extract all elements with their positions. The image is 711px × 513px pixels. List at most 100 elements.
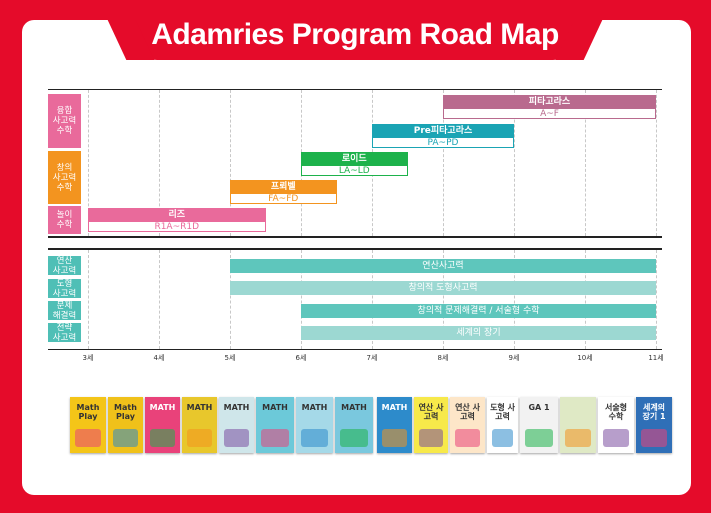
program-bar: 피타고라스 A~F (443, 95, 656, 119)
category-label: 놀이 수학 (48, 206, 81, 234)
book-cover: MATH (296, 397, 333, 453)
book-title: MATH (262, 403, 288, 412)
axis-tick-label: 4세 (153, 354, 165, 362)
category-label: 융합 사고력 수학 (48, 94, 81, 148)
page-title: Adamries Program Road Map (151, 18, 559, 51)
program-levels: FA~FD (230, 194, 337, 204)
skill-bar: 창의적 도형사고력 (230, 281, 656, 295)
skill-bar: 세계의 장기 (301, 326, 656, 340)
grid-line (514, 250, 515, 349)
book-title: 서술형 수학 (604, 403, 628, 421)
grid-line (443, 90, 444, 236)
book-title: Math Play (76, 403, 100, 421)
axis-tick-label: 11세 (648, 354, 664, 362)
grid-line (230, 90, 231, 236)
program-name: 피타고라스 (443, 95, 656, 109)
program-name: 로이드 (301, 152, 408, 166)
axis-tick-label: 9세 (508, 354, 520, 362)
grid-line (443, 250, 444, 349)
axis-tick-label: 10세 (577, 354, 593, 362)
book-cover: MATH (377, 397, 412, 453)
program-levels: R1A~R1D (88, 222, 266, 232)
book-illustration (340, 429, 368, 447)
grid-line (159, 90, 160, 236)
book-cover: Math Play (108, 397, 143, 453)
axis-tick-label: 3세 (82, 354, 94, 362)
program-name: 리즈 (88, 208, 266, 222)
category-label: 연산 사고력 (48, 256, 81, 276)
book-illustration (224, 429, 249, 447)
title-banner: Adamries Program Road Map (135, 10, 575, 60)
grid-line (585, 250, 586, 349)
book-cover: 도형 사고력 (487, 397, 518, 453)
book-cover: 연산 사고력 (450, 397, 485, 453)
book-cover: MATH (335, 397, 373, 453)
book-title: 도형 사고력 (490, 403, 515, 421)
program-levels: LA~LD (301, 166, 408, 176)
program-bar: 프뢰벨 FA~FD (230, 180, 337, 204)
axis-tick-label: 6세 (295, 354, 307, 362)
book-title: Math Play (114, 403, 137, 421)
grid-line (88, 250, 89, 349)
book-cover: MATH (219, 397, 254, 453)
separator-line (48, 349, 662, 350)
category-label: 창의 사고력 수학 (48, 151, 81, 204)
grid-line (159, 250, 160, 349)
book-illustration (261, 429, 289, 447)
category-label: 문제 해결력 (48, 301, 81, 321)
book-title: MATH (223, 403, 250, 412)
book-title: 연산 사고력 (455, 403, 480, 421)
book-illustration (301, 429, 328, 447)
book-title: MATH (301, 403, 328, 412)
skill-bar: 연산사고력 (230, 259, 656, 273)
separator-line (48, 236, 662, 238)
book-illustration (455, 429, 480, 447)
category-label: 도형 사고력 (48, 279, 81, 299)
book-title: MATH (149, 403, 176, 412)
grid-line (301, 250, 302, 349)
book-cover: 서술형 수학 (598, 397, 634, 453)
book-cover: Math Play (70, 397, 106, 453)
book-illustration (565, 429, 591, 447)
book-title: 세계의 장기 1 (642, 403, 666, 421)
grid-line (372, 250, 373, 349)
book-illustration (419, 429, 443, 447)
grid-line (230, 250, 231, 349)
grid-line (88, 90, 89, 236)
book-cover: MATH (256, 397, 294, 453)
grid-line (585, 90, 586, 236)
axis-tick-label: 8세 (437, 354, 449, 362)
axis-tick-label: 5세 (224, 354, 236, 362)
book-illustration (525, 429, 553, 447)
book-illustration (603, 429, 629, 447)
book-illustration (641, 429, 667, 447)
separator-line (48, 89, 662, 90)
grid-line (656, 250, 657, 349)
program-name: Pre피타고라스 (372, 124, 514, 138)
book-cover: GA 1 (520, 397, 558, 453)
book-illustration (75, 429, 101, 447)
book-title: GA 1 (528, 403, 550, 412)
program-bar: 리즈 R1A~R1D (88, 208, 266, 232)
book-title: MATH (341, 403, 367, 412)
book-title: MATH (381, 403, 408, 412)
program-bar: 로이드 LA~LD (301, 152, 408, 176)
book-illustration (113, 429, 138, 447)
program-name: 프뢰벨 (230, 180, 337, 194)
book-cover: MATH (182, 397, 217, 453)
book-illustration (150, 429, 175, 447)
grid-line (656, 90, 657, 236)
book-illustration (187, 429, 212, 447)
book-cover: 연산 사고력 (414, 397, 448, 453)
book-cover: MATH (145, 397, 180, 453)
category-label: 전략 사고력 (48, 323, 81, 343)
program-levels: A~F (443, 109, 656, 119)
program-bar: Pre피타고라스 PA~PD (372, 124, 514, 148)
skill-bar: 창의적 문제해결력 / 서술형 수학 (301, 304, 656, 318)
book-title: 연산 사고력 (418, 403, 444, 421)
program-levels: PA~PD (372, 138, 514, 148)
book-illustration (382, 429, 407, 447)
grid-line (514, 90, 515, 236)
book-illustration (492, 429, 513, 447)
separator-line (48, 248, 662, 250)
